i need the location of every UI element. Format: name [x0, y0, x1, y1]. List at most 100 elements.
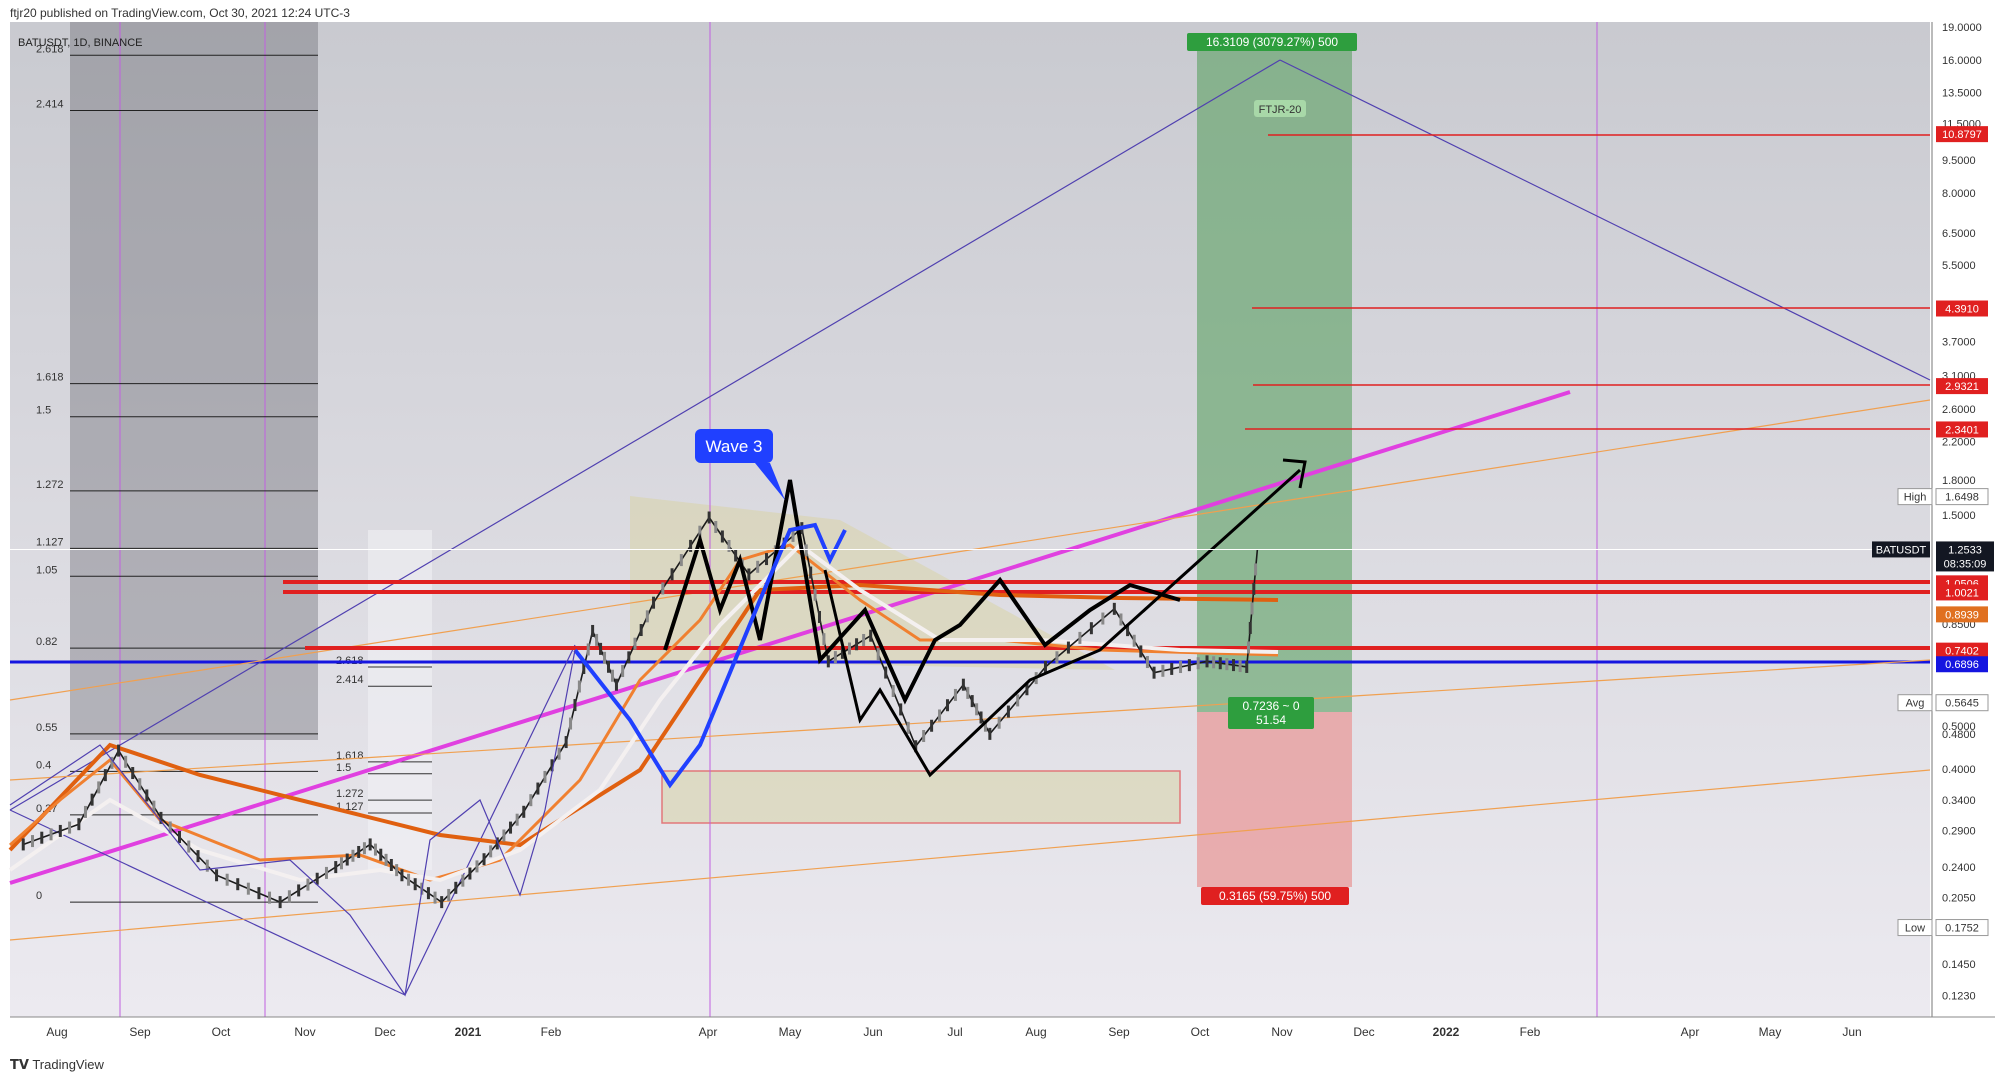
- stat-tag-value: 0.5645: [1945, 698, 1979, 710]
- candle: [413, 878, 417, 891]
- x-axis-tick: Dec: [374, 1025, 395, 1039]
- candle: [297, 884, 301, 897]
- orange-fan-1: [9, 769, 1931, 941]
- fib-level-label: 0.82: [36, 636, 57, 648]
- candle: [246, 882, 250, 895]
- candle: [975, 703, 979, 716]
- blue-wave-path: [573, 522, 847, 789]
- fib-inner-label: 2.414: [336, 674, 364, 686]
- fib-level-label: 1.05: [36, 564, 57, 576]
- candle: [607, 660, 611, 673]
- candle: [997, 716, 1001, 729]
- stat-tag-value-box: [1935, 919, 1989, 937]
- candle: [891, 684, 895, 697]
- stat-tag-label: Avg: [1906, 698, 1925, 710]
- candle: [966, 686, 970, 699]
- candle: [1170, 662, 1174, 675]
- candle: [627, 651, 631, 664]
- candle: [482, 853, 486, 866]
- fib-inner-label: 1.5: [336, 762, 351, 774]
- candle: [351, 849, 355, 862]
- fib-inner-label: 1.618: [336, 750, 364, 762]
- x-axis-tick: Nov: [1271, 1025, 1292, 1039]
- fib-level-label: 2.414: [36, 99, 64, 111]
- candle: [817, 610, 821, 623]
- tradingview-logo[interactable]: 𝗧𝗩 TradingView: [10, 1057, 104, 1073]
- candle: [1205, 655, 1209, 668]
- candle: [591, 624, 595, 637]
- candle: [848, 642, 852, 655]
- candle: [988, 727, 992, 740]
- fib-level-label: 1.618: [36, 372, 64, 384]
- x-axis-tick: Jul: [947, 1025, 962, 1039]
- purple-channel-up: [9, 59, 1281, 811]
- candle: [557, 747, 561, 760]
- magenta-trendline: [9, 390, 1571, 885]
- y-axis-tick: 0.2050: [1942, 892, 1976, 904]
- candle: [577, 680, 581, 693]
- purple-channel-rise: [404, 644, 576, 996]
- candle: [899, 703, 903, 716]
- candle: [599, 642, 603, 655]
- candle: [855, 638, 859, 651]
- candle: [633, 637, 637, 650]
- stop-label: 0.3165 (59.75%) 500: [1219, 889, 1331, 903]
- y-axis-tick: 0.4800: [1942, 729, 1976, 741]
- candle: [906, 721, 910, 734]
- stop-label-box: [1201, 887, 1349, 905]
- x-axis-tick: Sep: [129, 1025, 151, 1039]
- candle: [103, 769, 107, 782]
- purple-channel-down: [1279, 59, 1931, 381]
- candle: [1254, 563, 1258, 576]
- candle: [306, 878, 310, 891]
- fib-retracement-box: [70, 22, 318, 740]
- candle: [1196, 657, 1200, 670]
- y-axis-tick: 13.5000: [1942, 88, 1982, 100]
- price-badge: [1936, 378, 1988, 395]
- candle: [1101, 612, 1105, 625]
- candle: [930, 719, 934, 732]
- candle: [804, 544, 808, 557]
- candle: [49, 828, 53, 841]
- candle: [1139, 645, 1143, 658]
- candle: [433, 891, 437, 904]
- tv-logo-icon: 𝗧𝗩: [10, 1057, 29, 1072]
- candle: [168, 821, 172, 834]
- candle: [983, 719, 987, 732]
- candle: [334, 861, 338, 874]
- y-axis-tick: 0.2400: [1942, 862, 1976, 874]
- candle: [809, 566, 813, 579]
- tv-logo-text: TradingView: [32, 1057, 104, 1072]
- symbol-line: BATUSDT, 1D, BINANCE: [18, 37, 143, 49]
- wave-callout-label: Wave 3: [705, 437, 762, 456]
- price-badge-label: 4.3910: [1945, 303, 1979, 315]
- candle: [1245, 660, 1249, 673]
- candle: [869, 629, 873, 642]
- stat-tag-box: [1897, 694, 1933, 712]
- purple-zigzag: [9, 649, 576, 997]
- price-badge-label: 2.3401: [1945, 424, 1979, 436]
- black-arrowhead: [1282, 458, 1307, 489]
- candle: [268, 891, 272, 904]
- candle: [145, 789, 149, 802]
- candle: [196, 850, 200, 863]
- symbol-badge-label: BATUSDT: [1876, 544, 1927, 556]
- candle: [426, 887, 430, 900]
- candle: [595, 633, 599, 646]
- candle: [1179, 661, 1183, 674]
- price-badge: [1936, 300, 1988, 317]
- candle: [97, 781, 101, 794]
- candle: [287, 890, 291, 903]
- candle: [1152, 666, 1156, 679]
- fib-level-label: 1.272: [36, 479, 64, 491]
- candle: [1145, 656, 1149, 669]
- y-axis-tick: 16.0000: [1942, 55, 1982, 67]
- stat-tag-value-box: [1935, 488, 1989, 506]
- candle: [522, 805, 526, 818]
- price-badge: [1936, 606, 1988, 623]
- candle: [1089, 622, 1093, 635]
- rr-label-line2: 51.54: [1256, 713, 1286, 727]
- candle: [1232, 659, 1236, 672]
- black-wave-path: [663, 479, 1181, 705]
